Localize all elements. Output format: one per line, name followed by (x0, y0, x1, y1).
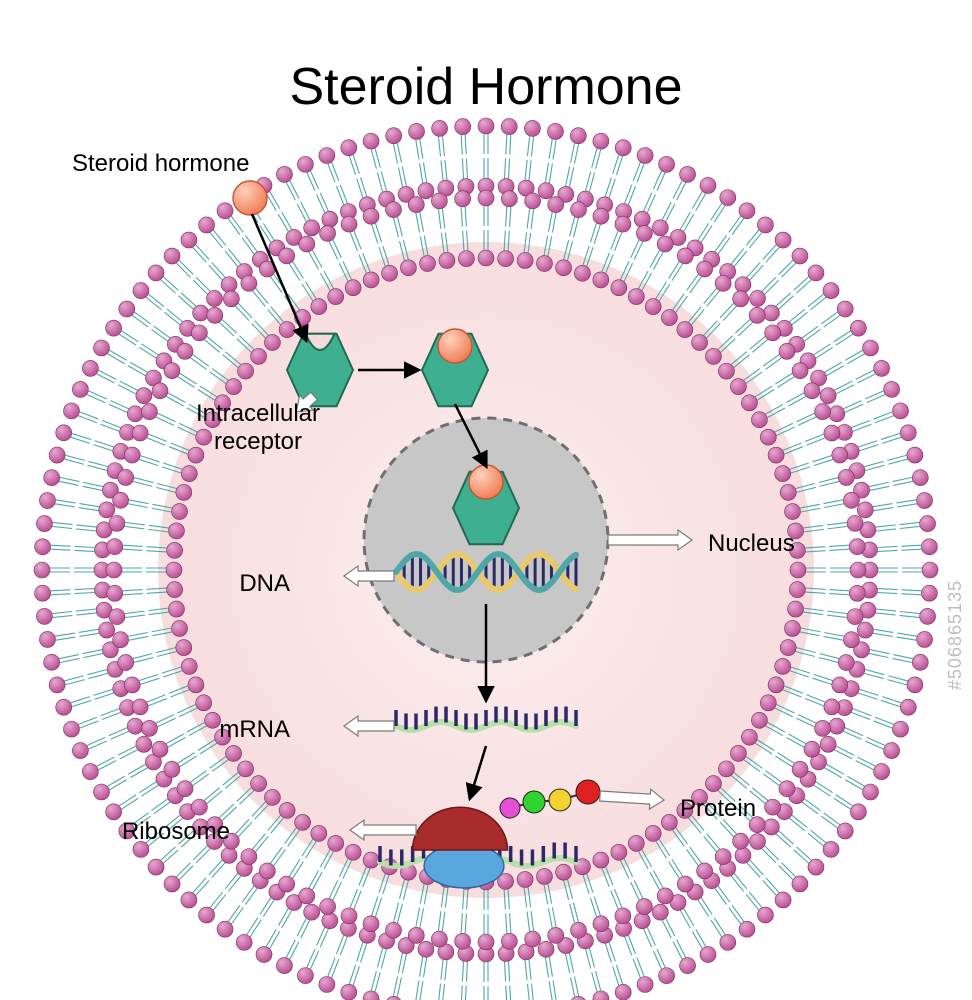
label-ribosome: Ribosome (122, 818, 230, 846)
label-dna: DNA (239, 570, 290, 598)
watermark: #506865135 (945, 580, 966, 690)
label-protein: Protein (680, 795, 756, 823)
label-nucleus: Nucleus (708, 530, 795, 558)
label-steroid-hormone: Steroid hormone (72, 150, 249, 178)
label-intracellular-receptor: Intracellular receptor (196, 400, 320, 456)
label-mrna: mRNA (219, 716, 290, 744)
